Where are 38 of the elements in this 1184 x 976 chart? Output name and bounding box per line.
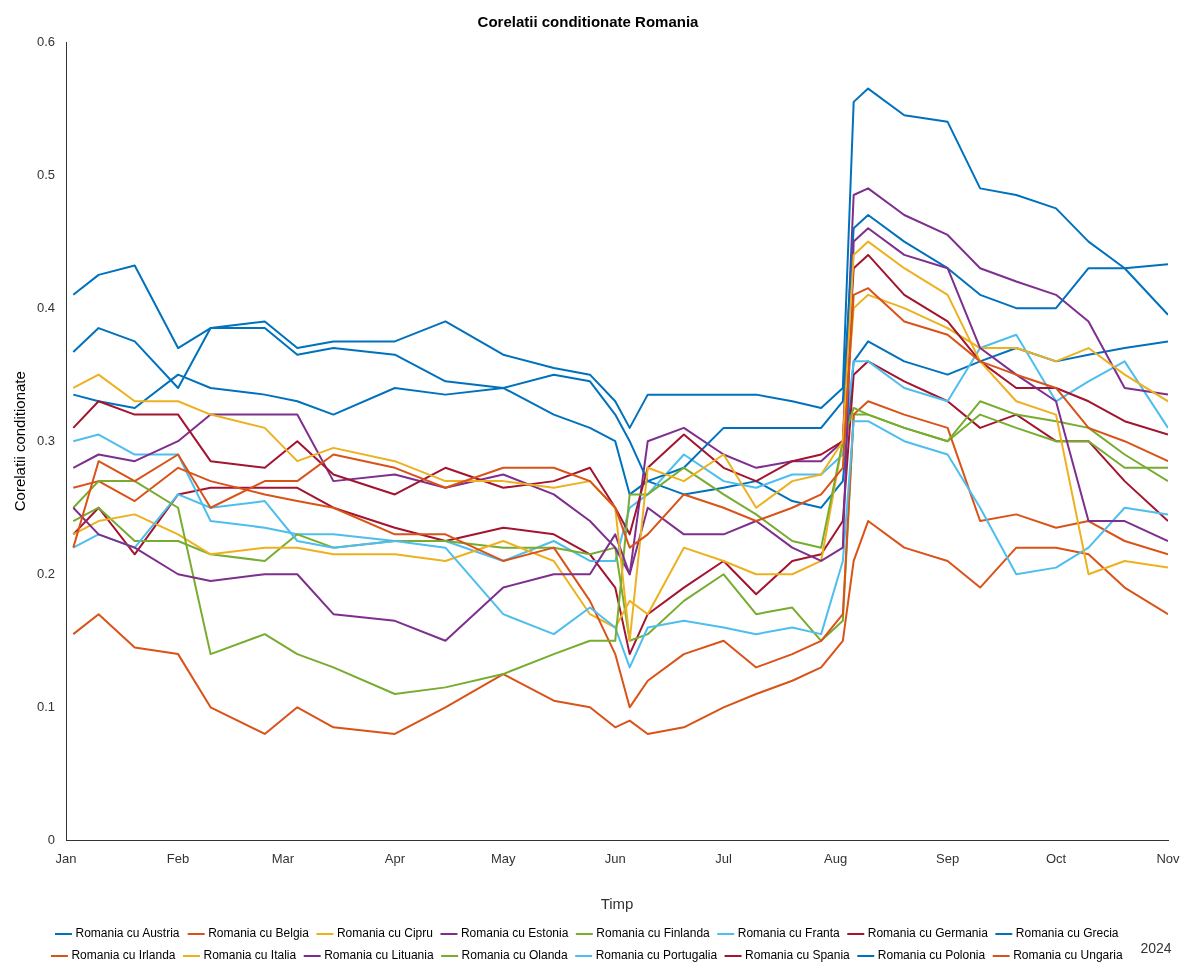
legend-label: Romania cu Grecia xyxy=(1015,926,1119,941)
y-tick-label: 0.6 xyxy=(36,33,56,49)
y-tick-label: 0.3 xyxy=(36,432,56,448)
legend-label: Romania cu Franta xyxy=(737,926,841,941)
x-tick-label: Jan xyxy=(55,850,77,866)
y-tick-label: 0.5 xyxy=(36,166,56,182)
y-axis-title: Corelatii conditionate xyxy=(11,371,29,512)
legend-label: Romania cu Irlanda xyxy=(71,948,176,963)
legend-label: Romania cu Cipru xyxy=(336,926,433,941)
legend-label: Romania cu Belgia xyxy=(208,926,310,941)
legend-label: Romania cu Italia xyxy=(203,948,297,963)
y-tick-label: 0 xyxy=(47,831,56,847)
x-tick-label: Sep xyxy=(936,850,960,866)
y-tick-label: 0.4 xyxy=(36,299,56,315)
legend-label: Romania cu Ungaria xyxy=(1013,948,1123,963)
x-tick-label: Aug xyxy=(824,850,848,866)
x-tick-label: May xyxy=(490,850,517,866)
y-tick-label: 0.2 xyxy=(36,565,56,581)
x-axis-title: Timp xyxy=(600,895,634,913)
legend-label: Romania cu Polonia xyxy=(877,948,986,963)
text: 2024 xyxy=(1140,939,1172,956)
x-tick-label: Apr xyxy=(384,850,406,866)
x-tick-label: Nov xyxy=(1156,850,1181,866)
x-tick-label: Feb xyxy=(166,850,190,866)
legend-label: Romania cu Olanda xyxy=(461,948,568,963)
legend-label: Romania cu Portugalia xyxy=(595,948,718,963)
legend-label: Romania cu Finlanda xyxy=(596,926,711,941)
chart-title: Corelatii conditionate Romania xyxy=(477,13,700,31)
x-tick-label: Jul xyxy=(715,850,733,866)
legend-label: Romania cu Spania xyxy=(745,948,851,963)
legend-label: Romania cu Estonia xyxy=(460,926,569,941)
y-tick-label: 0.1 xyxy=(36,698,56,714)
legend-label: Romania cu Austria xyxy=(75,926,180,941)
x-tick-label: Mar xyxy=(271,850,295,866)
legend-label: Romania cu Germania xyxy=(867,926,989,941)
x-tick-label: Jun xyxy=(604,850,626,866)
legend-label: Romania cu Lituania xyxy=(324,948,434,963)
x-tick-label: Oct xyxy=(1045,850,1067,866)
